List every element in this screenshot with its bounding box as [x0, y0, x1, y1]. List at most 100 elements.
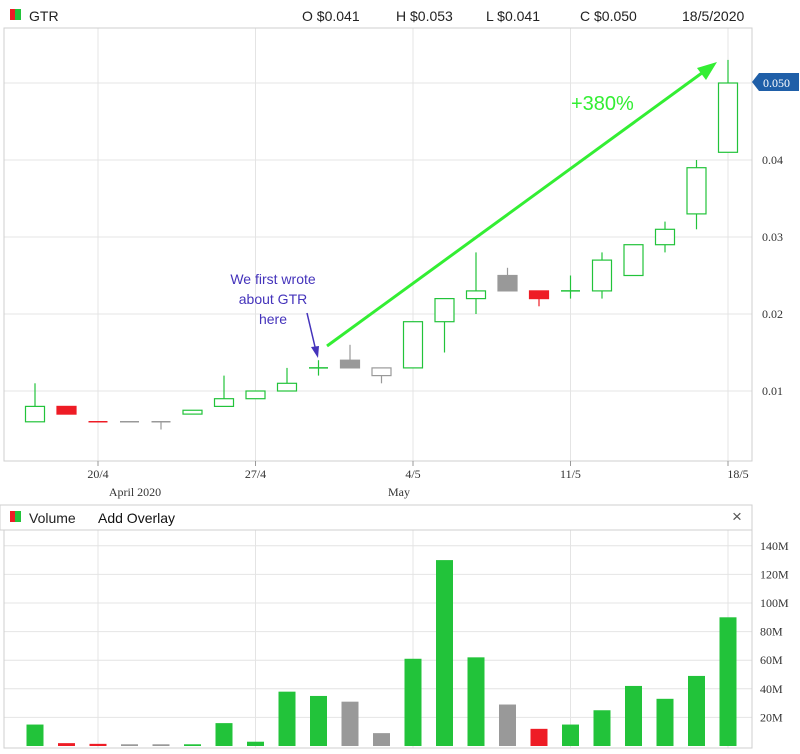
candle: [339, 344, 361, 369]
candle-body: [591, 259, 613, 292]
date-value: 18/5/2020: [682, 8, 744, 24]
month-label: April 2020: [109, 485, 161, 499]
volume-close-button[interactable]: ×: [732, 507, 742, 526]
price-grid: [4, 28, 752, 461]
candle-body: [497, 274, 518, 292]
candle-body: [686, 167, 707, 215]
price-badge-value: 0.050: [763, 76, 790, 90]
volume-bar: [404, 658, 422, 746]
candles-layer: [24, 59, 739, 430]
price-x-tick-label: 11/5: [560, 467, 581, 481]
price-y-axis: 0.01 0.02 0.03 0.04: [762, 153, 783, 398]
candle: [434, 298, 455, 353]
candle: [465, 252, 487, 314]
volume-bar: [215, 723, 233, 746]
price-y-tick-label: 0.01: [762, 384, 783, 398]
volume-bar: [121, 744, 138, 746]
volume-bars-layer: [26, 560, 737, 746]
candle-body: [528, 290, 550, 300]
candle-body: [213, 398, 235, 408]
volume-bar: [688, 675, 705, 746]
candle: [56, 405, 77, 415]
ticker-label: GTR: [29, 8, 59, 24]
volume-y-tick-label: 40M: [760, 682, 783, 696]
gain-arrow-head: [697, 62, 717, 80]
candle: [182, 409, 203, 415]
volume-bar: [719, 617, 737, 746]
candle-body: [56, 405, 77, 415]
volume-bar: [656, 698, 674, 746]
note-arrow-head: [311, 346, 319, 358]
volume-y-tick-label: 100M: [760, 596, 789, 610]
volume-y-axis: 20M 40M 60M 80M 100M 120M 140M: [760, 539, 789, 725]
price-y-tick-label: 0.04: [762, 153, 783, 167]
volume-bar: [499, 704, 516, 746]
volume-bar: [278, 691, 296, 746]
close-value: C $0.050: [580, 8, 637, 24]
candle-body: [339, 359, 361, 369]
volume-y-tick-label: 120M: [760, 567, 789, 581]
volume-bar: [436, 560, 453, 746]
volume-bar: [373, 733, 390, 746]
price-x-tick-label: 18/5: [727, 467, 748, 481]
price-y-tick-label: 0.02: [762, 307, 783, 321]
volume-panel: Volume Add Overlay × 20M 40M 60M 80M 100M 120…: [0, 504, 789, 749]
candle-body: [402, 321, 424, 369]
volume-title: Volume: [29, 510, 76, 526]
volume-y-tick-label: 80M: [760, 625, 783, 639]
price-y-tick-label: 0.03: [762, 230, 783, 244]
candle-body: [182, 409, 203, 415]
candle-body: [623, 244, 644, 277]
volume-bar: [593, 710, 611, 746]
price-x-axis: 20/4 27/4 4/5 11/5 18/5 April 2020 May: [87, 461, 749, 499]
price-x-tick-label: 20/4: [87, 467, 108, 481]
candle: [623, 244, 644, 277]
candle: [24, 383, 46, 423]
volume-bar: [625, 685, 642, 746]
gain-label: +380%: [571, 93, 634, 115]
candle: [213, 375, 235, 408]
add-overlay-button[interactable]: Add Overlay: [98, 510, 175, 526]
candle: [497, 267, 518, 292]
candle: [561, 275, 580, 299]
price-plot-frame: [3, 27, 753, 462]
note-line-2: about GTR: [239, 291, 307, 307]
volume-bar: [467, 657, 485, 746]
volume-y-tick-label: 140M: [760, 539, 789, 553]
volume-bar: [341, 701, 359, 746]
candle: [276, 367, 298, 392]
candle: [591, 252, 613, 299]
candle: [402, 321, 424, 369]
candle-body: [276, 382, 298, 392]
price-badge-shape: [752, 73, 799, 91]
candle: [245, 390, 266, 400]
gain-arrow-line: [326, 68, 707, 348]
note-arrow-line: [306, 312, 317, 352]
volume-bar: [89, 743, 107, 746]
candle: [654, 221, 676, 253]
candle: [717, 59, 739, 153]
note-line-1: We first wrote: [230, 271, 316, 287]
volume-bar: [152, 744, 170, 746]
volume-y-tick-label: 20M: [760, 710, 783, 724]
month-label: May: [388, 485, 410, 499]
candle-body: [654, 228, 676, 246]
volume-bar: [247, 741, 264, 746]
annotations: We first wrote about GTR here +380%: [230, 62, 717, 358]
volume-bar: [184, 744, 201, 746]
open-value: O $0.041: [302, 8, 360, 24]
volume-bar: [310, 695, 327, 746]
candle-body: [245, 390, 266, 400]
volume-plot-frame: [3, 529, 753, 749]
volume-bar: [562, 724, 579, 746]
candle: [309, 360, 328, 376]
candle-body: [434, 298, 455, 323]
price-x-tick-label: 27/4: [245, 467, 266, 481]
candle: [686, 160, 707, 230]
candle-body: [371, 367, 392, 377]
candle-body: [717, 82, 739, 153]
ticker-icon-green: [15, 9, 21, 20]
last-price-badge: 0.050: [752, 73, 799, 91]
